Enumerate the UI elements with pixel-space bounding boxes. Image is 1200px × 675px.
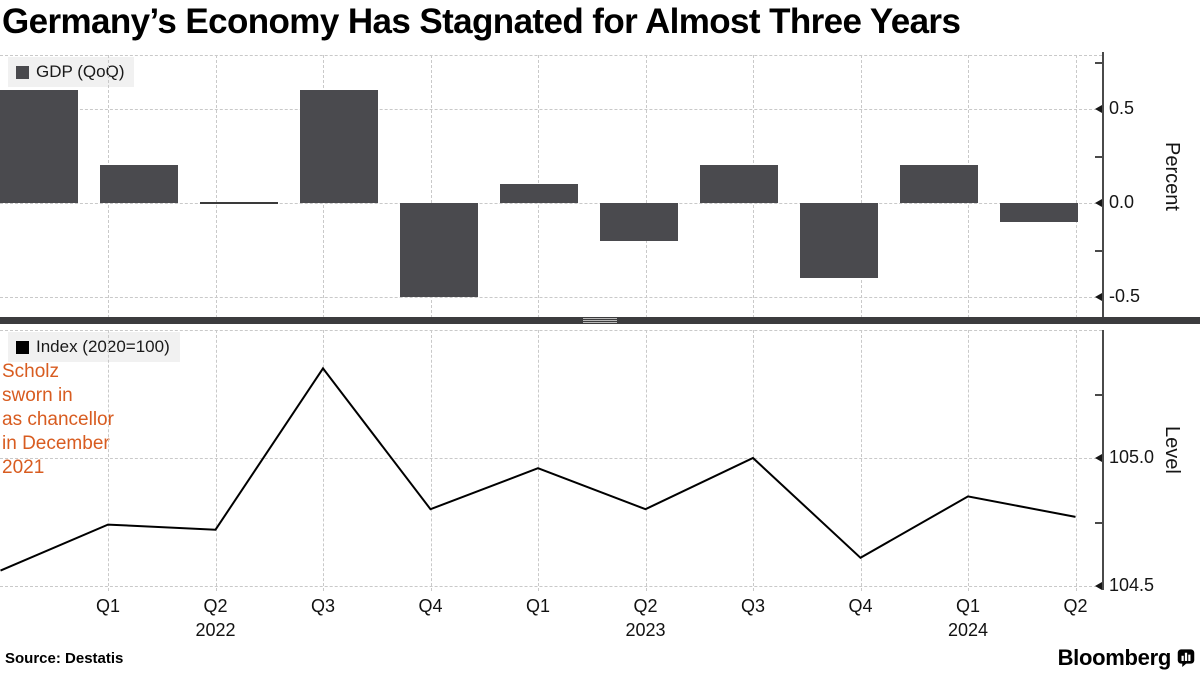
x-tick-label: Q4: [848, 596, 873, 616]
axis-line: [1102, 52, 1104, 318]
axis-tick-label: 0.0: [1109, 192, 1135, 212]
axis-arrow-tick-icon: [1095, 198, 1102, 207]
grid-line-vertical: [1075, 55, 1077, 318]
grid-line-horizontal: [0, 330, 1102, 331]
x-year-label: 2022: [195, 620, 236, 640]
grid-line-horizontal: [0, 109, 1102, 110]
legend-swatch-gdp-icon: [16, 65, 29, 79]
axis-arrow-tick-icon: [1095, 292, 1102, 301]
axis-tick-label: 0.5: [1109, 98, 1135, 118]
bar: [700, 165, 778, 203]
grid-line-horizontal: [0, 203, 1102, 204]
x-tick-label: Q1: [955, 596, 980, 616]
legend-label-gdp: GDP (QoQ): [36, 62, 125, 81]
x-tick-label: Q4: [418, 596, 443, 616]
legend-label-index: Index (2020=100): [36, 337, 170, 356]
grid-line-horizontal: [0, 55, 1102, 56]
grid-line-vertical: [538, 330, 539, 591]
x-tick-label: Q2: [203, 596, 228, 616]
axis-tick-label: 104.5: [1109, 575, 1155, 595]
grid-line-vertical: [753, 330, 754, 591]
bar: [500, 184, 578, 203]
bar: [0, 90, 78, 203]
divider-grip-handle[interactable]: [583, 318, 617, 323]
grid-line-vertical: [430, 330, 432, 591]
axis-tick-label: -0.5: [1109, 286, 1141, 306]
bar: [400, 203, 478, 297]
bar: [600, 203, 678, 241]
grid-line-vertical: [645, 330, 647, 591]
axis-title-level: Level: [1161, 426, 1183, 474]
x-tick-label: Q1: [95, 596, 120, 616]
grid-line-vertical: [968, 330, 969, 591]
x-year-label: 2024: [947, 620, 989, 640]
grid-line-vertical: [1075, 330, 1077, 591]
source-credit: Source: Destatis: [5, 650, 124, 667]
axis-minor-tick: [1095, 394, 1102, 396]
x-tick-label: Q3: [310, 596, 335, 616]
line-series: [0, 366, 1076, 572]
bar: [800, 203, 878, 279]
bloomberg-logo: Bloomberg: [1058, 645, 1195, 671]
legend-swatch-index-icon: [16, 340, 29, 354]
axis-arrow-tick-icon: [1095, 104, 1102, 113]
bar: [1000, 203, 1078, 222]
grid-line-horizontal: [0, 586, 1102, 587]
grid-line-vertical: [108, 330, 109, 591]
bar: [900, 165, 978, 203]
grid-line-vertical: [860, 55, 862, 318]
x-tick-label: Q3: [740, 596, 765, 616]
axis-arrow-tick-icon: [1095, 453, 1102, 462]
x-tick-label: Q2: [633, 596, 658, 616]
legend-index: Index (2020=100): [8, 332, 180, 362]
grid-line-vertical: [430, 55, 432, 318]
axis-minor-tick: [1095, 156, 1102, 158]
grid-line-horizontal: [0, 458, 1102, 459]
grid-line-vertical: [215, 330, 217, 591]
annotation-scholz: Scholz sworn in as chancellor in Decembe…: [2, 361, 114, 478]
grid-line-vertical: [645, 55, 647, 318]
bar: [100, 165, 178, 203]
axis-arrow-tick-icon: [1095, 581, 1102, 590]
bloomberg-logo-icon: [1177, 649, 1195, 667]
x-year-label: 2023: [625, 620, 666, 640]
axis-title-percent: Percent: [1161, 142, 1183, 211]
bar: [300, 90, 378, 203]
axis-tick-label: 105.0: [1109, 447, 1155, 467]
axis-minor-tick: [1095, 62, 1102, 64]
legend-gdp: GDP (QoQ): [8, 57, 135, 87]
chart-title: Germany’s Economy Has Stagnated for Almo…: [2, 2, 961, 41]
x-tick-label: Q1: [525, 596, 550, 616]
grid-line-horizontal: [0, 297, 1102, 298]
grid-line-vertical: [323, 330, 324, 591]
panel-divider: [0, 317, 1200, 324]
grid-line-vertical: [215, 55, 217, 318]
axis-minor-tick: [1095, 250, 1102, 252]
axis-line: [1102, 330, 1104, 590]
bar-zero: [200, 202, 278, 204]
bloomberg-logo-text: Bloomberg: [1057, 645, 1172, 670]
axis-minor-tick: [1095, 522, 1102, 524]
grid-line-vertical: [860, 330, 862, 591]
x-tick-label: Q2: [1063, 596, 1088, 616]
